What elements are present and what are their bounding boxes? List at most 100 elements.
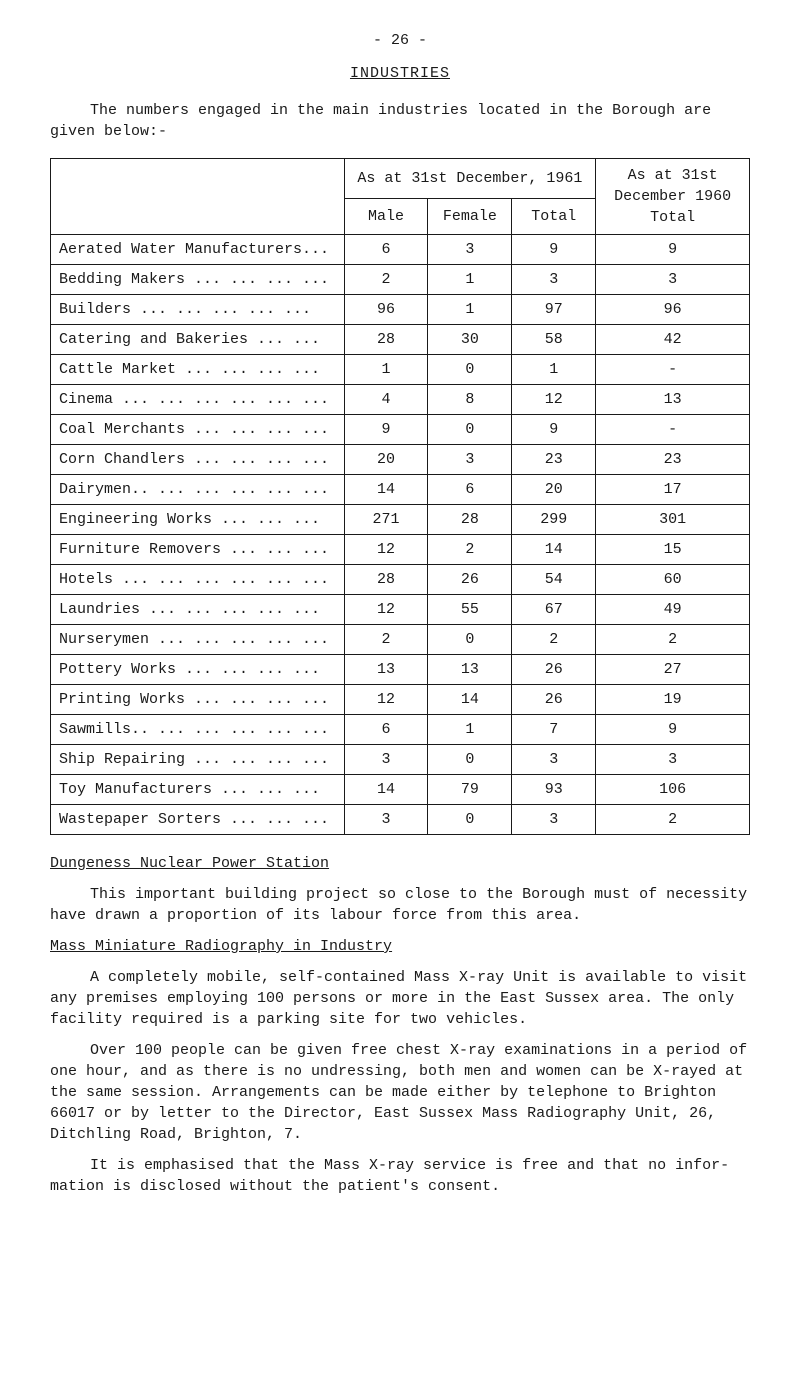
table-row: Hotels ... ... ... ... ... ...28265460	[51, 565, 750, 595]
industries-table: As at 31st December, 1961 As at 31st Dec…	[50, 158, 750, 835]
cell-prev: 60	[596, 565, 750, 595]
cell-prev: 2	[596, 625, 750, 655]
cell-total: 26	[512, 655, 596, 685]
cell-prev: 42	[596, 325, 750, 355]
cell-female: 0	[428, 805, 512, 835]
cell-male: 1	[344, 355, 428, 385]
table-row: Dairymen.. ... ... ... ... ...1462017	[51, 475, 750, 505]
table-row: Laundries ... ... ... ... ...12556749	[51, 595, 750, 625]
cell-total: 58	[512, 325, 596, 355]
cell-male: 20	[344, 445, 428, 475]
cell-prev: -	[596, 415, 750, 445]
row-label: Engineering Works ... ... ...	[51, 505, 345, 535]
row-label: Bedding Makers ... ... ... ...	[51, 265, 345, 295]
cell-female: 0	[428, 745, 512, 775]
table-row: Printing Works ... ... ... ...12142619	[51, 685, 750, 715]
cell-female: 1	[428, 295, 512, 325]
table-row: Corn Chandlers ... ... ... ...2032323	[51, 445, 750, 475]
cell-male: 14	[344, 775, 428, 805]
table-row: Bedding Makers ... ... ... ...2133	[51, 265, 750, 295]
row-label: Ship Repairing ... ... ... ...	[51, 745, 345, 775]
cell-prev: 3	[596, 265, 750, 295]
cell-prev: 96	[596, 295, 750, 325]
cell-prev: 15	[596, 535, 750, 565]
header-female: Female	[428, 199, 512, 235]
cell-total: 12	[512, 385, 596, 415]
cell-male: 12	[344, 535, 428, 565]
row-label: Dairymen.. ... ... ... ... ...	[51, 475, 345, 505]
cell-female: 14	[428, 685, 512, 715]
cell-total: 14	[512, 535, 596, 565]
cell-male: 28	[344, 325, 428, 355]
cell-male: 6	[344, 235, 428, 265]
cell-male: 12	[344, 595, 428, 625]
table-row: Sawmills.. ... ... ... ... ...6179	[51, 715, 750, 745]
header-male: Male	[344, 199, 428, 235]
cell-total: 97	[512, 295, 596, 325]
table-row: Toy Manufacturers ... ... ...147993106	[51, 775, 750, 805]
header-group-1961: As at 31st December, 1961	[344, 159, 596, 199]
cell-total: 93	[512, 775, 596, 805]
cell-total: 9	[512, 235, 596, 265]
row-label: Laundries ... ... ... ... ...	[51, 595, 345, 625]
intro-paragraph: The numbers engaged in the main industri…	[50, 100, 750, 142]
table-row: Catering and Bakeries ... ...28305842	[51, 325, 750, 355]
cell-female: 1	[428, 265, 512, 295]
row-label: Builders ... ... ... ... ...	[51, 295, 345, 325]
cell-prev: 2	[596, 805, 750, 835]
row-label: Pottery Works ... ... ... ...	[51, 655, 345, 685]
row-label: Aerated Water Manufacturers...	[51, 235, 345, 265]
cell-total: 7	[512, 715, 596, 745]
table-row: Wastepaper Sorters ... ... ...3032	[51, 805, 750, 835]
cell-total: 2	[512, 625, 596, 655]
cell-female: 0	[428, 415, 512, 445]
cell-total: 3	[512, 805, 596, 835]
header-prev: As at 31st December 1960 Total	[596, 159, 750, 235]
cell-male: 14	[344, 475, 428, 505]
cell-prev: 3	[596, 745, 750, 775]
cell-total: 20	[512, 475, 596, 505]
table-row: Aerated Water Manufacturers...6399	[51, 235, 750, 265]
cell-male: 6	[344, 715, 428, 745]
row-label: Nurserymen ... ... ... ... ...	[51, 625, 345, 655]
cell-prev: 301	[596, 505, 750, 535]
page-number: - 26 -	[50, 30, 750, 51]
cell-total: 3	[512, 745, 596, 775]
cell-prev: 106	[596, 775, 750, 805]
cell-female: 30	[428, 325, 512, 355]
cell-female: 3	[428, 235, 512, 265]
cell-male: 3	[344, 805, 428, 835]
cell-female: 6	[428, 475, 512, 505]
cell-prev: 17	[596, 475, 750, 505]
page-title: INDUSTRIES	[50, 63, 750, 84]
table-row: Furniture Removers ... ... ...1221415	[51, 535, 750, 565]
cell-male: 271	[344, 505, 428, 535]
section2-heading: Mass Miniature Radiography in Industry	[50, 936, 750, 957]
header-total: Total	[512, 199, 596, 235]
cell-total: 1	[512, 355, 596, 385]
cell-prev: 13	[596, 385, 750, 415]
cell-male: 4	[344, 385, 428, 415]
row-label: Wastepaper Sorters ... ... ...	[51, 805, 345, 835]
cell-male: 2	[344, 265, 428, 295]
section2-p2: Over 100 people can be given free chest …	[50, 1040, 750, 1145]
section2-p1: A completely mobile, self-contained Mass…	[50, 967, 750, 1030]
cell-prev: 23	[596, 445, 750, 475]
row-label: Cattle Market ... ... ... ...	[51, 355, 345, 385]
cell-male: 3	[344, 745, 428, 775]
cell-male: 2	[344, 625, 428, 655]
row-label: Coal Merchants ... ... ... ...	[51, 415, 345, 445]
cell-total: 26	[512, 685, 596, 715]
row-label: Cinema ... ... ... ... ... ...	[51, 385, 345, 415]
row-label: Catering and Bakeries ... ...	[51, 325, 345, 355]
cell-male: 12	[344, 685, 428, 715]
cell-female: 3	[428, 445, 512, 475]
table-row: Coal Merchants ... ... ... ...909-	[51, 415, 750, 445]
cell-male: 9	[344, 415, 428, 445]
section1-heading: Dungeness Nuclear Power Station	[50, 853, 750, 874]
cell-total: 23	[512, 445, 596, 475]
row-label: Toy Manufacturers ... ... ...	[51, 775, 345, 805]
table-row: Pottery Works ... ... ... ...13132627	[51, 655, 750, 685]
cell-male: 13	[344, 655, 428, 685]
header-blank	[51, 159, 345, 235]
